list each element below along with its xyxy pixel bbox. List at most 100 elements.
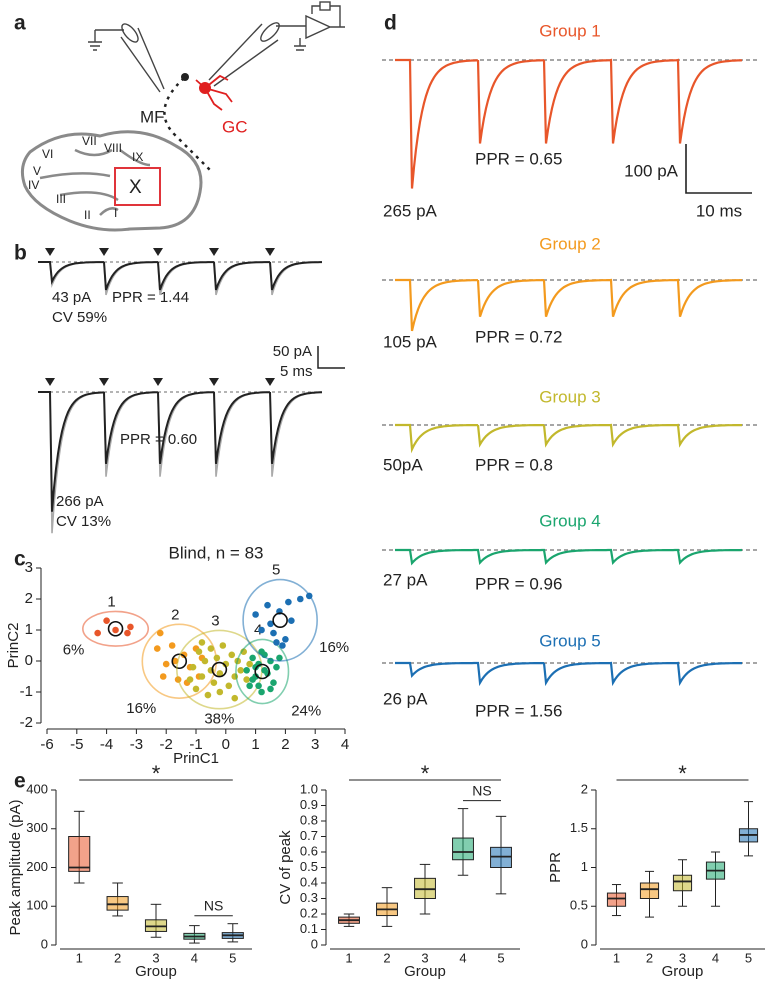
- ppr-label: PPR = 0.96: [475, 574, 562, 593]
- y-tick-label: 1.0: [300, 781, 318, 796]
- ppr-label: PPR = 0.60: [120, 431, 197, 448]
- point: [273, 663, 280, 671]
- cluster-ellipse: [242, 578, 318, 662]
- ground-left: [88, 29, 124, 51]
- point: [258, 648, 265, 655]
- point: [201, 657, 209, 665]
- y-tick-label: 400: [26, 781, 48, 796]
- panel-label: e: [14, 770, 26, 793]
- x-tick-label: 3: [152, 950, 159, 965]
- lobule-label: VII: [82, 134, 97, 148]
- point: [124, 629, 131, 637]
- cluster-centroid: [254, 663, 271, 680]
- point: [159, 673, 167, 680]
- lobule-label: VIII: [104, 141, 122, 155]
- significance-label: *: [421, 761, 430, 786]
- y-tick-label: 0.7: [300, 828, 318, 843]
- y-tick-label: 100: [26, 898, 48, 913]
- x-axis-label: PrinC1: [173, 750, 219, 767]
- lobule-label: III: [56, 192, 66, 206]
- y-axis-label: PrinC2: [5, 623, 22, 669]
- y-tick-label: 0: [311, 936, 318, 951]
- ppr-label: PPR = 0.8: [475, 455, 553, 474]
- y-tick-label: 0: [41, 936, 48, 951]
- scale-label: 50 pA: [273, 343, 312, 360]
- cluster-share: 16%: [319, 639, 349, 656]
- box: [606, 892, 627, 907]
- box: [672, 874, 693, 892]
- stimulus-marker: [99, 378, 109, 386]
- y-tick-label: 0.3: [300, 890, 318, 905]
- point: [276, 654, 283, 662]
- point: [94, 629, 101, 637]
- point: [192, 685, 200, 693]
- point: [127, 623, 134, 631]
- scale-label: 10 ms: [696, 201, 742, 220]
- point: [261, 667, 268, 674]
- cluster-centroid: [211, 661, 228, 678]
- point: [297, 595, 304, 603]
- x-tick-label: 2: [114, 950, 121, 965]
- panel-label: c: [14, 548, 26, 571]
- ppr-label: PPR = 0.65: [475, 149, 562, 168]
- y-tick-label: 300: [26, 820, 48, 835]
- cluster-ellipse: [235, 638, 290, 705]
- cluster-label: 4: [254, 621, 262, 638]
- point: [186, 676, 194, 683]
- trace: [38, 391, 322, 512]
- point: [168, 642, 176, 649]
- point: [249, 654, 256, 662]
- y-tick-label: 0.6: [300, 843, 318, 858]
- trace: [395, 548, 743, 566]
- trace: [395, 58, 743, 189]
- trace: [395, 423, 742, 454]
- y-tick-label: 0.5: [570, 898, 588, 913]
- x-tick-label: 2: [281, 736, 289, 753]
- cluster-centroid: [272, 612, 288, 629]
- x-tick-label: 4: [459, 950, 466, 965]
- stimulus-marker: [265, 248, 275, 256]
- point: [246, 682, 253, 690]
- point: [270, 629, 277, 637]
- group-title: Group 5: [539, 631, 600, 650]
- point: [243, 667, 250, 674]
- y-tick-label: 0: [581, 936, 588, 951]
- point: [282, 636, 289, 643]
- significance-label: NS: [204, 897, 223, 913]
- x-tick-label: -4: [100, 736, 113, 753]
- amplitude-label: 265 pA: [383, 201, 438, 220]
- cv-label: CV 59%: [52, 309, 107, 326]
- stimulus-marker: [99, 248, 109, 256]
- y-tick-label: 3: [25, 559, 33, 576]
- y-tick-label: 0.1: [300, 921, 318, 936]
- stimulus-marker: [209, 248, 219, 256]
- x-tick-label: 3: [311, 736, 319, 753]
- point: [195, 648, 203, 655]
- x-tick-label: 4: [191, 950, 198, 965]
- y-tick-label: -1: [20, 683, 33, 700]
- point: [153, 645, 161, 652]
- point: [285, 598, 292, 606]
- x-axis-label: Group: [404, 963, 446, 980]
- x-tick-label: 1: [251, 736, 259, 753]
- point: [198, 639, 206, 646]
- point: [288, 617, 295, 624]
- box: [106, 896, 129, 911]
- x-tick-label: 4: [341, 736, 349, 753]
- point: [213, 654, 221, 662]
- point: [249, 676, 256, 683]
- panel-label: b: [14, 242, 27, 265]
- pipette-right-top: [260, 22, 280, 42]
- cluster-share: 24%: [291, 702, 321, 719]
- y-tick-label: 1: [25, 621, 33, 638]
- x-tick-label: 5: [745, 950, 752, 965]
- point: [237, 667, 244, 674]
- point: [231, 694, 239, 702]
- point: [216, 670, 224, 677]
- point: [279, 642, 286, 649]
- x-tick-label: 0: [222, 736, 230, 753]
- lobule-label: IX: [132, 150, 143, 164]
- cerebellum: [20, 130, 203, 232]
- x-tick-label: -2: [160, 736, 173, 753]
- box: [639, 882, 660, 899]
